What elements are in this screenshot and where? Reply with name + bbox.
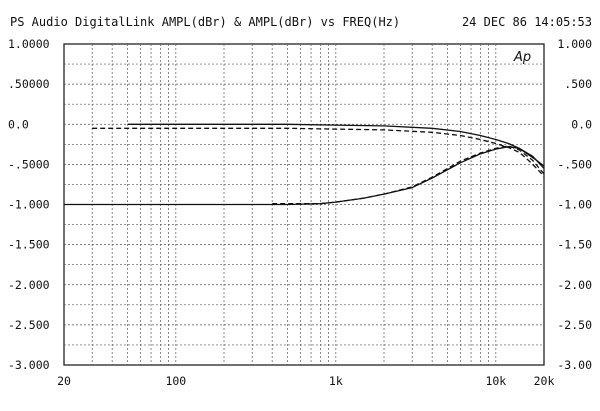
y-tick-label-right: -2.00 (557, 278, 592, 292)
y-tick-label-right: -.500 (557, 157, 592, 171)
y-tick-label-left: -2.500 (8, 318, 50, 332)
y-tick-label-right: .500 (564, 77, 592, 91)
chart-title: PS Audio DigitalLink AMPL(dBr) & AMPL(dB… (10, 15, 400, 29)
x-tick-label: 20 (57, 374, 71, 388)
y-tick-label-left: 1.0000 (8, 37, 50, 51)
y-tick-label-right: -3.00 (557, 358, 592, 372)
y-tick-label-right: 1.000 (557, 37, 592, 51)
y-tick-label-left: -1.000 (8, 198, 50, 212)
y-tick-label-right: -1.00 (557, 198, 592, 212)
y-tick-label-right: 0.0 (571, 117, 592, 131)
series-line-3 (64, 146, 545, 206)
x-tick-label: 10k (485, 374, 506, 388)
y-tick-label-left: -2.000 (8, 278, 50, 292)
y-tick-label-left: -3.000 (8, 358, 50, 372)
x-tick-label: 100 (165, 374, 186, 388)
chart-timestamp: 24 DEC 86 14:05:53 (462, 15, 592, 29)
y-tick-label-left: 0.0 (8, 117, 29, 131)
series-line-4 (272, 145, 545, 205)
y-tick-label-right: -1.50 (557, 238, 592, 252)
y-tick-label-left: .50000 (8, 77, 50, 91)
x-tick-label: 20k (534, 374, 555, 388)
y-tick-label-left: -1.500 (8, 238, 50, 252)
tick-labels-group: 20 100 1k 10k 20k1.0000.500000.0-.5000-1.000… (8, 37, 592, 388)
data-series-group (64, 123, 545, 206)
x-tick-label: 1k (329, 374, 343, 388)
y-tick-label-left: -.5000 (8, 157, 50, 171)
ap-logo: Ap (513, 50, 531, 65)
series-line-2 (92, 127, 545, 177)
y-tick-label-right: -2.50 (557, 318, 592, 332)
